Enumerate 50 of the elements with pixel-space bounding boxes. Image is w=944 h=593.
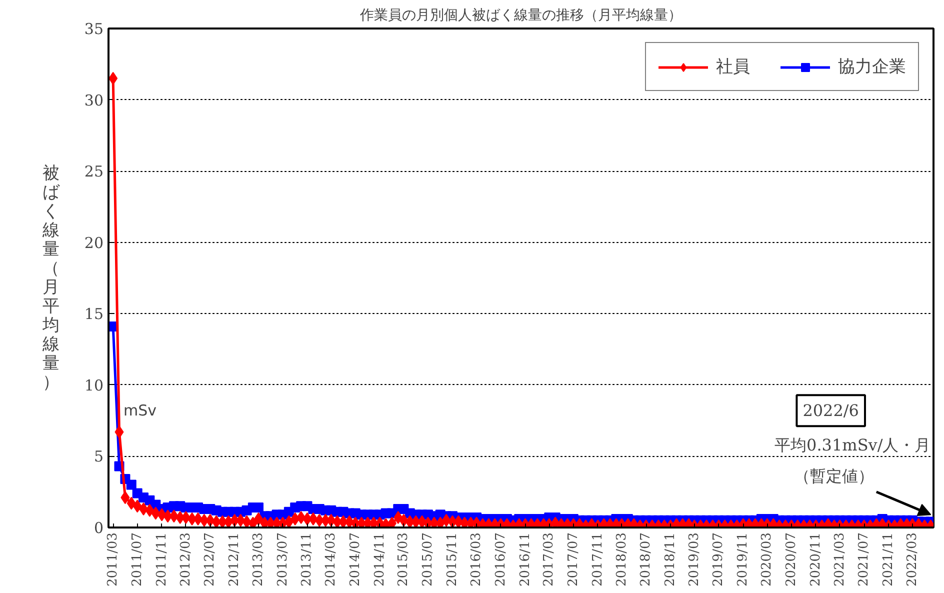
y-tick-label: 20 <box>84 234 104 252</box>
chart-title: 作業員の月別個人被ばく線量の推移（月平均線量） <box>359 8 682 24</box>
x-tick-label: 2013/07 <box>275 532 290 587</box>
x-tick-label: 2020/03 <box>760 532 775 587</box>
x-tick-label: 2014/03 <box>324 532 339 587</box>
x-tick-label: 2016/11 <box>518 532 533 587</box>
x-tick-label: 2018/11 <box>663 532 678 587</box>
y-tick-label: 25 <box>84 162 104 181</box>
x-tick-label: 2017/03 <box>542 532 557 587</box>
y-tick-label: 10 <box>84 376 104 394</box>
x-tick-label: 2020/11 <box>808 532 824 587</box>
x-tick-label: 2011/11 <box>154 532 170 587</box>
y-tick-label: 35 <box>84 20 104 38</box>
y-tick-label: 5 <box>94 448 104 466</box>
x-tick-label: 2020/07 <box>784 532 799 587</box>
text: 被ばく線量（月平均線量） <box>42 164 60 392</box>
legend-label: 協力企業 <box>838 56 906 78</box>
x-tick-label: 2019/11 <box>736 532 751 587</box>
annotation: 2022/6 <box>802 401 859 420</box>
x-tick-label: 2017/11 <box>590 532 606 587</box>
annotation: 平均0.31mSv/人・月 <box>774 435 931 454</box>
x-tick-label: 2015/11 <box>444 532 460 587</box>
x-tick-label: 2021/11 <box>881 532 896 587</box>
x-tick-label: 2014/07 <box>348 532 363 587</box>
x-tick-label: 2021/07 <box>856 532 872 587</box>
x-tick-label: 2013/03 <box>251 532 266 587</box>
x-tick-label: 2013/11 <box>300 532 315 587</box>
x-tick-label: 2016/07 <box>493 532 508 587</box>
y-tick-label: 15 <box>84 305 104 324</box>
annotation: mSv <box>124 402 157 420</box>
legend-label: 社員 <box>716 56 750 78</box>
x-tick-label: 2018/07 <box>638 532 654 587</box>
x-tick-label: 2019/07 <box>711 532 726 587</box>
x-tick-label: 2012/07 <box>202 532 218 587</box>
y-tick-label: 0 <box>94 519 104 537</box>
y-tick-label: 30 <box>84 91 104 110</box>
x-tick-label: 2011/07 <box>130 532 145 587</box>
x-tick-label: 2019/03 <box>686 532 702 587</box>
x-tick-label: 2016/03 <box>469 532 484 587</box>
x-tick-label: 2022/03 <box>904 532 920 587</box>
x-tick-label: 2021/03 <box>832 532 848 587</box>
x-tick-label: 2015/07 <box>420 532 436 587</box>
x-tick-label: 2015/03 <box>396 532 412 587</box>
x-tick-label: 2018/03 <box>614 532 630 587</box>
x-tick-label: 2012/03 <box>178 532 194 587</box>
x-tick-label: 2011/03 <box>106 532 121 587</box>
x-tick-label: 2017/07 <box>566 532 581 587</box>
x-tick-label: 2012/11 <box>227 532 242 587</box>
annotation: （暫定値） <box>794 466 874 486</box>
x-tick-label: 2014/11 <box>372 532 388 587</box>
